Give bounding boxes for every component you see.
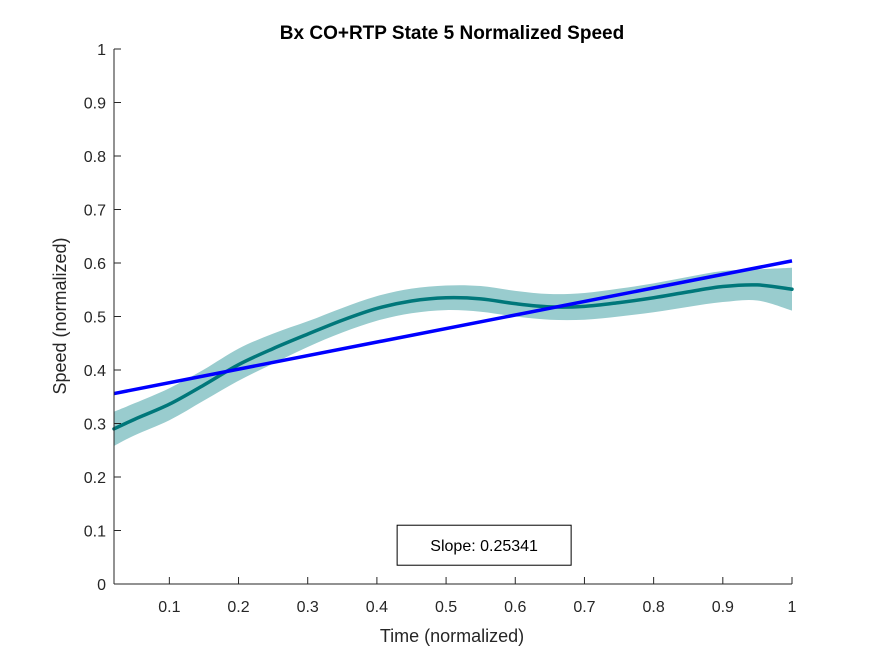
x-tick-label: 0.1 <box>158 599 180 616</box>
slope-annotation-text: Slope: 0.25341 <box>430 538 538 555</box>
y-tick-label: 0.1 <box>84 524 106 541</box>
y-tick-label: 0.7 <box>84 203 106 220</box>
x-tick-label: 0.5 <box>435 599 457 616</box>
series-line-layer <box>112 259 794 431</box>
linear-fit-line <box>113 259 793 396</box>
ticks: 0.1 0.2 0.3 0.4 0.5 0.6 0.7 0.8 0.9 1 0 0.1 0.2 0.3 0.… <box>84 42 797 616</box>
y-tick-label: 0.4 <box>84 363 106 380</box>
confidence-band-layer <box>114 267 792 446</box>
mean-speed-line <box>112 283 794 431</box>
x-tick-label: 0.7 <box>573 599 595 616</box>
y-tick-label: 0.9 <box>84 96 106 113</box>
x-tick-label: 0.3 <box>297 599 319 616</box>
x-tick-label: 0.9 <box>712 599 734 616</box>
y-axis-title: Speed (normalized) <box>50 237 70 394</box>
y-tick-label: 1 <box>97 42 106 59</box>
y-tick-label: 0.8 <box>84 149 106 166</box>
x-tick-label: 0.6 <box>504 599 526 616</box>
chart-title: Bx CO+RTP State 5 Normalized Speed <box>280 23 624 44</box>
x-tick-label: 0.8 <box>643 599 665 616</box>
y-tick-label: 0.6 <box>84 256 106 273</box>
y-tick-label: 0.2 <box>84 470 106 487</box>
x-tick-label: 0.4 <box>366 599 388 616</box>
x-axis-title: Time (normalized) <box>380 626 524 646</box>
x-tick-label: 0.2 <box>227 599 249 616</box>
slope-annotation: Slope: 0.25341 <box>396 524 572 566</box>
x-tick-label: 1 <box>788 599 797 616</box>
y-tick-label: 0.3 <box>84 417 106 434</box>
y-tick-label: 0.5 <box>84 310 106 327</box>
slope-annotation-box <box>396 524 572 566</box>
y-tick-label: 0 <box>97 577 106 594</box>
confidence-band <box>114 267 792 446</box>
